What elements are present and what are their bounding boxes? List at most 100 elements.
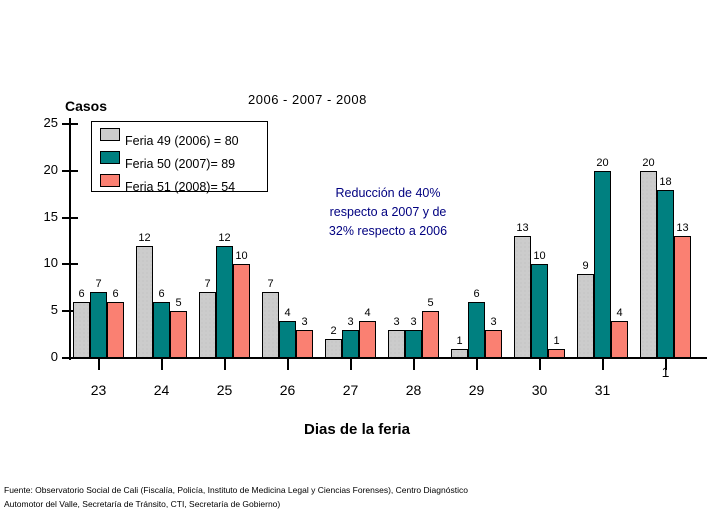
y-tick-label-10: 10 (43, 255, 58, 271)
bar-26-series1 (279, 320, 296, 358)
bar-value-label-31-series2: 4 (616, 306, 623, 319)
x-tick-mark-23 (97, 359, 100, 370)
bar-24-series1 (153, 301, 170, 358)
bar-value-label-29-series1: 6 (473, 287, 480, 300)
x-tick-label-30: 30 (531, 382, 548, 398)
bar-30-series0 (514, 236, 531, 358)
x-tick-label-26: 26 (279, 382, 296, 398)
x-tick-label-28: 28 (405, 382, 422, 398)
bar-31-series1 (594, 170, 611, 358)
y-tick-mark-25 (62, 123, 78, 125)
bar-value-label-27-series1: 3 (347, 315, 354, 328)
bar-24-series0 (136, 245, 153, 358)
chart-title: 2006 - 2007 - 2008 (248, 92, 367, 107)
bar-value-label-24-series0: 12 (138, 231, 151, 244)
legend-swatch-icon-feria50 (100, 151, 120, 164)
bar-value-label-29-series0: 1 (456, 334, 463, 347)
bar-value-label-26-series2: 3 (301, 315, 308, 328)
x-tick-mark-31 (601, 359, 604, 370)
bar-value-label-26-series1: 4 (284, 306, 291, 319)
bar-28-series1 (405, 329, 422, 358)
legend-label-feria49: Feria 49 (2006) = 80 (125, 134, 239, 148)
bar-26-series0 (262, 292, 279, 358)
bar-30-series2 (548, 348, 565, 358)
y-tick-mark-15 (62, 216, 78, 219)
y-tick-mark-20 (62, 169, 78, 172)
bar-value-label-27-series0: 2 (330, 325, 337, 338)
x-tick-label-27: 27 (342, 382, 359, 398)
bar-value-label-30-series1: 10 (533, 250, 546, 263)
x-tick-mark-30 (538, 359, 541, 370)
y-axis-line (69, 118, 71, 360)
footnote-line-2: Automotor del Valle, Secretaría de Tráns… (4, 499, 281, 509)
annotation-line-2: respecto a 2007 y de (329, 205, 447, 219)
y-tick-label-20: 20 (43, 161, 58, 177)
bar-28-series0 (388, 329, 405, 358)
y-tick-mark-5 (62, 310, 78, 313)
x-tick-label-31: 31 (594, 382, 611, 398)
annotation-line-3: 32% respecto a 2006 (328, 224, 448, 238)
x-tick-label-23: 23 (90, 382, 107, 398)
legend-swatch-icon-feria49 (100, 128, 120, 141)
bar-24-series2 (170, 311, 187, 358)
chart-legend: Feria 49 (2006) = 80 Feria 50 (2007)= 89… (91, 121, 268, 194)
bar-value-label-31-series1: 20 (596, 156, 609, 169)
bar-value-label-1-series0: 20 (642, 156, 655, 169)
bar-value-label-27-series2: 4 (364, 306, 371, 319)
bar-1-series0 (640, 170, 657, 358)
bar-value-label-30-series0: 13 (516, 222, 529, 235)
x-tick-mark-29 (475, 359, 478, 370)
bar-29-series1 (468, 301, 485, 358)
bar-1-series1 (657, 189, 674, 358)
bar-value-label-28-series0: 3 (393, 315, 400, 328)
bar-value-label-28-series2: 5 (427, 297, 434, 310)
bar-value-label-25-series1: 12 (218, 231, 231, 244)
legend-swatch-icon-feria51 (100, 174, 120, 187)
bar-value-label-28-series1: 3 (410, 315, 417, 328)
bar-value-label-1-series1: 18 (659, 175, 672, 188)
plot-area: 6 7 6 12 6 5 7 12 10 7 4 3 2 3 4 3 3 5 1 6 3 13 10 1 9 20 4 20 18 13 (70, 124, 700, 358)
x-tick-mark-27 (349, 359, 352, 370)
bar-27-series1 (342, 329, 359, 358)
x-tick-mark-24 (160, 359, 163, 370)
footnote-line-1: Fuente: Observatorio Social de Cali (Fis… (4, 485, 468, 495)
bar-31-series0 (577, 273, 594, 358)
bar-29-series2 (485, 329, 502, 358)
bar-25-series1 (216, 245, 233, 358)
bar-26-series2 (296, 329, 313, 358)
annotation-line-1: Reducción de 40% (335, 186, 441, 200)
x-tick-label-25: 25 (216, 382, 233, 398)
source-footnote: Fuente: Observatorio Social de Cali (Fis… (4, 483, 710, 511)
bar-23-series1 (90, 292, 107, 358)
y-tick-label-0: 0 (50, 349, 58, 364)
bar-27-series2 (359, 320, 376, 358)
legend-label-feria51: Feria 51 (2008)= 54 (125, 180, 236, 194)
bar-25-series2 (233, 264, 250, 358)
bar-28-series2 (422, 311, 439, 358)
x-tick-label-24: 24 (153, 382, 170, 398)
x-tick-label-1: 1 (661, 364, 670, 380)
bar-30-series1 (531, 264, 548, 358)
bar-value-label-23-series0: 6 (78, 287, 85, 300)
x-tick-mark-1 (664, 359, 667, 370)
x-axis-line (62, 357, 707, 359)
bar-25-series0 (199, 292, 216, 358)
legend-label-feria50: Feria 50 (2007)= 89 (125, 157, 236, 171)
x-axis-title: Dias de la feria (304, 421, 410, 438)
x-tick-mark-25 (223, 359, 226, 370)
bar-31-series2 (611, 320, 628, 358)
y-tick-mark-0 (62, 357, 78, 359)
bar-29-series0 (451, 348, 468, 358)
bar-23-series2 (107, 301, 124, 358)
y-tick-label-5: 5 (50, 302, 58, 318)
y-tick-mark-10 (62, 263, 78, 266)
bar-value-label-24-series1: 6 (158, 287, 165, 300)
bar-1-series2 (674, 236, 691, 358)
bar-value-label-25-series0: 7 (204, 278, 211, 291)
bar-value-label-30-series2: 1 (553, 334, 560, 347)
bar-value-label-31-series0: 9 (582, 259, 589, 272)
x-tick-mark-26 (286, 359, 289, 370)
bar-23-series0 (73, 301, 90, 358)
bar-value-label-25-series2: 10 (235, 250, 248, 263)
